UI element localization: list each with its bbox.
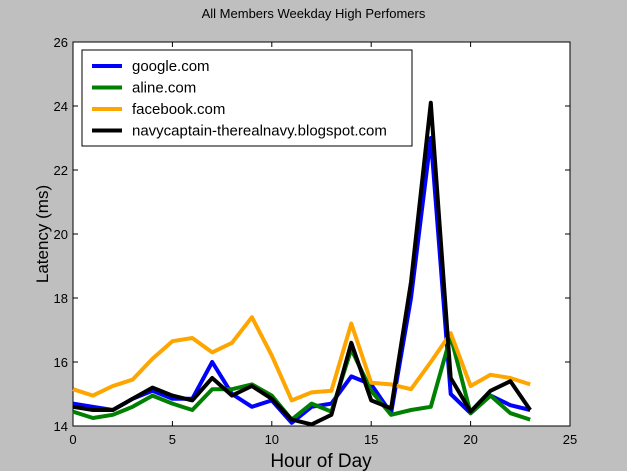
series-line-1 xyxy=(72,334,531,422)
y-tick-label: 18 xyxy=(54,291,68,306)
y-tick-label: 16 xyxy=(54,355,68,370)
x-axis-label: Hour of Day xyxy=(270,451,372,471)
x-tick-label: 25 xyxy=(563,432,577,447)
x-tick-label: 20 xyxy=(463,432,477,447)
series-line-3 xyxy=(72,100,532,427)
y-tick-label: 26 xyxy=(54,35,68,50)
x-tick-label: 15 xyxy=(364,432,378,447)
legend: google.com aline.com facebook.com navycapta… xyxy=(81,49,413,147)
legend-box xyxy=(81,49,413,147)
y-tick-label: 20 xyxy=(54,227,68,242)
legend-entry-label: aline.com xyxy=(132,80,196,97)
legend-entry-label: navycaptain-therealnavy.blogspot.com xyxy=(132,123,387,140)
series-line-2 xyxy=(72,315,531,403)
series-line-0 xyxy=(72,136,531,425)
x-tick-label: 10 xyxy=(265,432,279,447)
y-tick-label: 24 xyxy=(54,99,68,114)
legend-entry-label: google.com xyxy=(132,58,210,75)
series-lines xyxy=(72,100,532,427)
chart-title: All Members Weekday High Perfomers xyxy=(201,6,426,21)
legend-entry-label: facebook.com xyxy=(132,101,225,118)
x-tick-label: 5 xyxy=(169,432,176,447)
axis-ticks: 0 5 10 15 20 25 14 16 18 20 22 24 26 xyxy=(54,35,578,447)
x-tick-label: 0 xyxy=(69,432,76,447)
y-axis-label: Latency (ms) xyxy=(33,185,52,283)
y-tick-label: 14 xyxy=(54,419,68,434)
y-tick-label: 22 xyxy=(54,163,68,178)
